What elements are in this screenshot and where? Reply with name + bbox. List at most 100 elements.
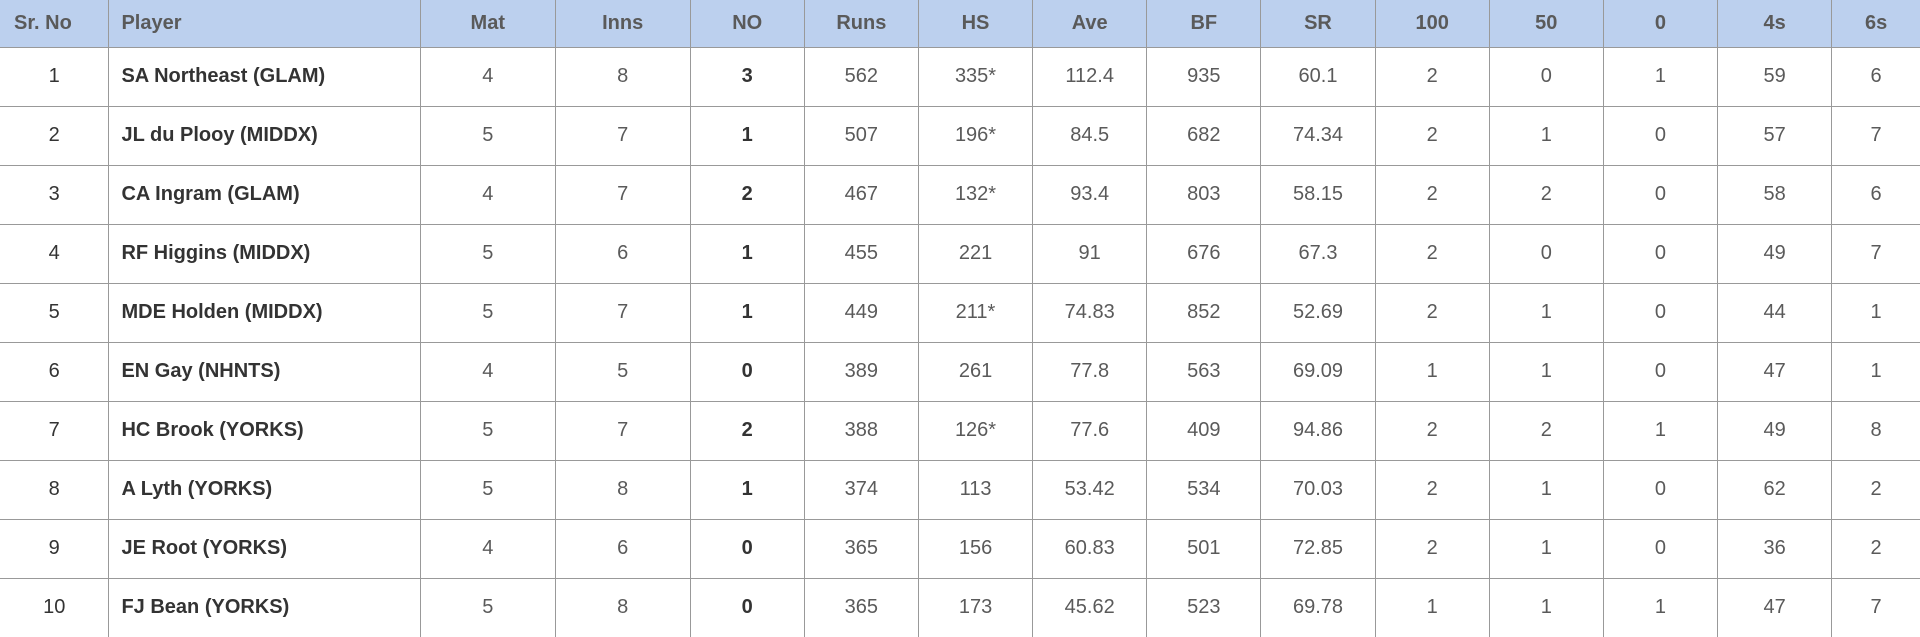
cell-bf: 803 (1147, 165, 1261, 224)
cell-c100: 2 (1375, 106, 1489, 165)
cell-c0: 0 (1603, 519, 1717, 578)
cell-c100: 2 (1375, 165, 1489, 224)
col-header-6s[interactable]: 6s (1832, 0, 1920, 47)
cell-player: A Lyth (YORKS) (109, 460, 420, 519)
cell-no: 1 (690, 283, 804, 342)
cell-runs: 455 (804, 224, 918, 283)
cell-srno: 6 (0, 342, 109, 401)
cell-sr: 70.03 (1261, 460, 1375, 519)
cell-hs: 196* (918, 106, 1032, 165)
cell-fours: 49 (1718, 224, 1832, 283)
cell-c100: 2 (1375, 283, 1489, 342)
cell-sixes: 8 (1832, 401, 1920, 460)
cell-fours: 58 (1718, 165, 1832, 224)
cell-ave: 84.5 (1033, 106, 1147, 165)
cell-bf: 534 (1147, 460, 1261, 519)
cell-c50: 1 (1489, 106, 1603, 165)
table-row: 5MDE Holden (MIDDX)571449211*74.8385252.… (0, 283, 1920, 342)
col-header-ave[interactable]: Ave (1033, 0, 1147, 47)
cell-bf: 852 (1147, 283, 1261, 342)
cell-sixes: 2 (1832, 519, 1920, 578)
cell-ave: 45.62 (1033, 578, 1147, 637)
cell-mat: 5 (420, 283, 555, 342)
col-header-100[interactable]: 100 (1375, 0, 1489, 47)
cell-sr: 60.1 (1261, 47, 1375, 106)
col-header-inns[interactable]: Inns (555, 0, 690, 47)
cell-runs: 467 (804, 165, 918, 224)
cell-srno: 2 (0, 106, 109, 165)
cell-mat: 4 (420, 47, 555, 106)
stats-table-wrap: Sr. No Player Mat Inns NO Runs HS Ave BF… (0, 0, 1920, 637)
cell-srno: 8 (0, 460, 109, 519)
cell-c50: 0 (1489, 47, 1603, 106)
col-header-bf[interactable]: BF (1147, 0, 1261, 47)
cell-runs: 449 (804, 283, 918, 342)
cell-srno: 5 (0, 283, 109, 342)
cell-player: JL du Plooy (MIDDX) (109, 106, 420, 165)
cell-mat: 5 (420, 401, 555, 460)
cell-sr: 67.3 (1261, 224, 1375, 283)
cell-c50: 1 (1489, 283, 1603, 342)
cell-hs: 211* (918, 283, 1032, 342)
table-row: 10FJ Bean (YORKS)58036517345.6252369.781… (0, 578, 1920, 637)
stats-table: Sr. No Player Mat Inns NO Runs HS Ave BF… (0, 0, 1920, 637)
cell-inns: 7 (555, 106, 690, 165)
cell-runs: 388 (804, 401, 918, 460)
cell-fours: 62 (1718, 460, 1832, 519)
cell-sr: 74.34 (1261, 106, 1375, 165)
cell-player: CA Ingram (GLAM) (109, 165, 420, 224)
cell-sixes: 7 (1832, 224, 1920, 283)
cell-hs: 221 (918, 224, 1032, 283)
col-header-srno[interactable]: Sr. No (0, 0, 109, 47)
cell-ave: 77.8 (1033, 342, 1147, 401)
col-header-4s[interactable]: 4s (1718, 0, 1832, 47)
col-header-runs[interactable]: Runs (804, 0, 918, 47)
cell-c50: 1 (1489, 460, 1603, 519)
cell-c100: 2 (1375, 224, 1489, 283)
cell-c100: 2 (1375, 519, 1489, 578)
cell-ave: 53.42 (1033, 460, 1147, 519)
col-header-mat[interactable]: Mat (420, 0, 555, 47)
cell-c100: 2 (1375, 460, 1489, 519)
cell-c0: 0 (1603, 342, 1717, 401)
cell-inns: 5 (555, 342, 690, 401)
cell-player: MDE Holden (MIDDX) (109, 283, 420, 342)
cell-no: 1 (690, 106, 804, 165)
cell-no: 1 (690, 460, 804, 519)
table-row: 3CA Ingram (GLAM)472467132*93.480358.152… (0, 165, 1920, 224)
cell-fours: 49 (1718, 401, 1832, 460)
col-header-player[interactable]: Player (109, 0, 420, 47)
cell-ave: 93.4 (1033, 165, 1147, 224)
cell-player: RF Higgins (MIDDX) (109, 224, 420, 283)
cell-sixes: 1 (1832, 283, 1920, 342)
cell-hs: 156 (918, 519, 1032, 578)
cell-hs: 335* (918, 47, 1032, 106)
cell-c50: 2 (1489, 165, 1603, 224)
header-row: Sr. No Player Mat Inns NO Runs HS Ave BF… (0, 0, 1920, 47)
col-header-sr[interactable]: SR (1261, 0, 1375, 47)
cell-srno: 7 (0, 401, 109, 460)
cell-c0: 0 (1603, 460, 1717, 519)
col-header-0[interactable]: 0 (1603, 0, 1717, 47)
cell-hs: 113 (918, 460, 1032, 519)
cell-no: 1 (690, 224, 804, 283)
table-header: Sr. No Player Mat Inns NO Runs HS Ave BF… (0, 0, 1920, 47)
cell-c0: 0 (1603, 224, 1717, 283)
cell-sixes: 7 (1832, 578, 1920, 637)
cell-c50: 1 (1489, 519, 1603, 578)
cell-fours: 59 (1718, 47, 1832, 106)
cell-ave: 74.83 (1033, 283, 1147, 342)
table-row: 7HC Brook (YORKS)572388126*77.640994.862… (0, 401, 1920, 460)
col-header-no[interactable]: NO (690, 0, 804, 47)
cell-bf: 676 (1147, 224, 1261, 283)
col-header-hs[interactable]: HS (918, 0, 1032, 47)
cell-mat: 5 (420, 460, 555, 519)
table-row: 8A Lyth (YORKS)58137411353.4253470.03210… (0, 460, 1920, 519)
cell-player: FJ Bean (YORKS) (109, 578, 420, 637)
cell-sr: 72.85 (1261, 519, 1375, 578)
col-header-50[interactable]: 50 (1489, 0, 1603, 47)
cell-sixes: 7 (1832, 106, 1920, 165)
cell-mat: 5 (420, 224, 555, 283)
table-row: 1SA Northeast (GLAM)483562335*112.493560… (0, 47, 1920, 106)
cell-ave: 60.83 (1033, 519, 1147, 578)
